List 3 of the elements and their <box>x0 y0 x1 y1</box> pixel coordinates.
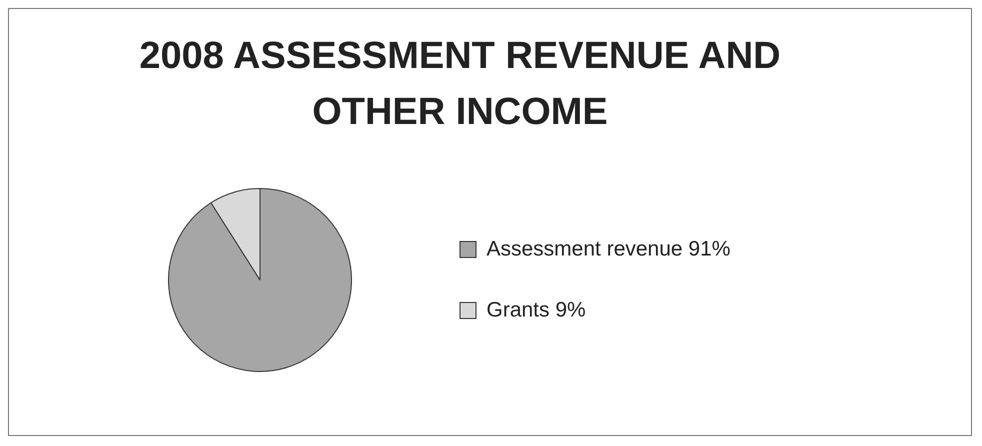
legend-label: Grants 9% <box>486 298 586 322</box>
chart-title: 2008 ASSESSMENT REVENUE AND OTHER INCOME <box>138 34 782 135</box>
legend-label: Assessment revenue 91% <box>486 237 730 260</box>
